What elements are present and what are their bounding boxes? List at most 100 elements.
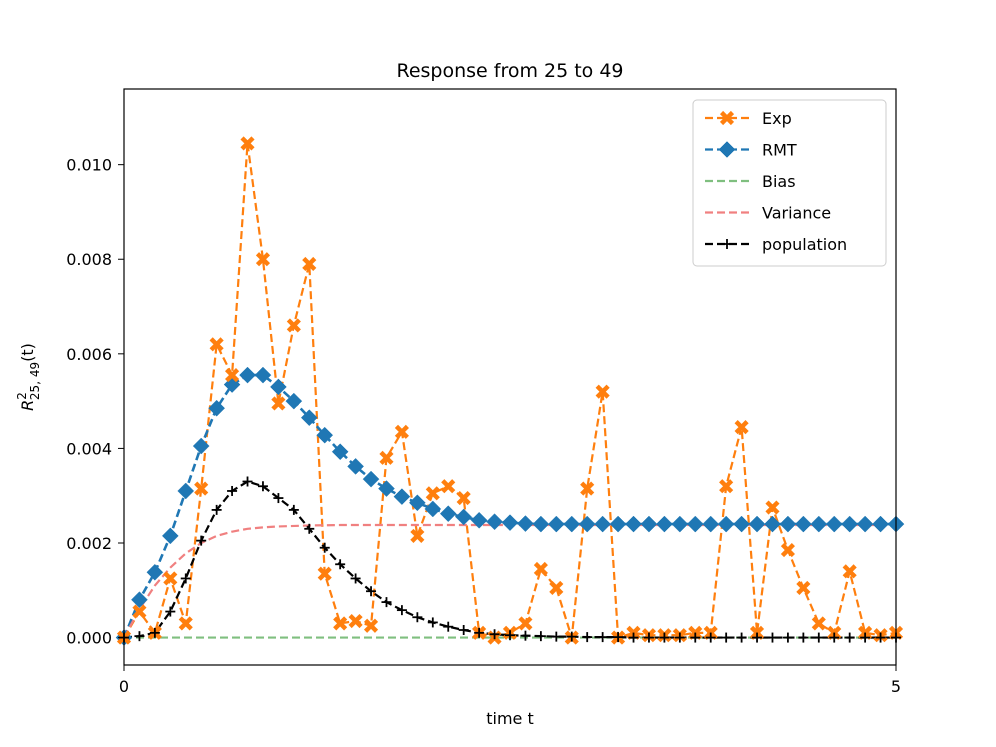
- legend-item-population: population: [705, 235, 847, 254]
- point-population: [597, 632, 608, 643]
- point-population: [288, 504, 299, 515]
- point-exp: [317, 566, 332, 581]
- point-rmt: [810, 515, 828, 533]
- point-rmt: [470, 511, 488, 529]
- point-exp: [580, 481, 595, 496]
- point-population: [350, 573, 361, 584]
- point-population: [829, 632, 840, 643]
- point-exp: [456, 490, 471, 506]
- point-population: [643, 632, 654, 643]
- point-rmt: [872, 515, 889, 533]
- point-rmt: [547, 515, 565, 533]
- point-exp: [595, 384, 610, 399]
- svg-text:R225, 49(t): R225, 49(t): [15, 343, 42, 411]
- point-exp: [549, 580, 564, 595]
- point-rmt: [779, 515, 797, 533]
- point-exp: [842, 564, 857, 579]
- point-rmt: [424, 500, 442, 518]
- point-population: [628, 632, 639, 643]
- point-exp: [194, 481, 209, 496]
- point-population: [782, 632, 793, 643]
- point-rmt: [578, 515, 596, 533]
- point-rmt: [702, 515, 720, 533]
- legend-box: [692, 99, 887, 267]
- point-exp: [132, 604, 147, 619]
- point-population: [690, 632, 701, 643]
- legend-label: Bias: [762, 172, 796, 191]
- point-exp: [533, 561, 548, 577]
- point-population: [196, 535, 207, 546]
- point-exp: [286, 318, 301, 333]
- point-exp: [225, 368, 240, 383]
- point-rmt: [609, 515, 627, 533]
- point-rmt: [563, 515, 581, 533]
- point-population: [582, 632, 593, 643]
- legend-item-rmt: RMT: [705, 141, 797, 160]
- point-population: [412, 612, 423, 623]
- y-axis-label: R225, 49(t): [15, 343, 42, 411]
- point-rmt: [625, 515, 642, 533]
- point-rmt: [131, 591, 148, 609]
- point-population: [366, 586, 377, 597]
- point-population: [227, 485, 238, 496]
- point-rmt: [455, 508, 473, 526]
- point-population: [520, 630, 531, 641]
- legend-marker-exp: [719, 110, 735, 126]
- point-rmt: [640, 515, 658, 533]
- point-rmt: [825, 515, 843, 533]
- point-rmt: [856, 515, 874, 533]
- point-rmt: [594, 515, 611, 533]
- point-population: [458, 625, 469, 636]
- legend-marker-population: [722, 239, 732, 249]
- point-population: [798, 632, 809, 643]
- point-population: [613, 632, 624, 643]
- point-rmt: [161, 527, 179, 545]
- point-rmt: [795, 515, 812, 533]
- point-rmt: [486, 513, 503, 531]
- y-tick-label: 0.004: [66, 439, 112, 458]
- series-line-exp: [124, 143, 896, 640]
- point-rmt: [300, 409, 318, 427]
- marker-layer: [115, 136, 905, 646]
- point-population: [489, 629, 500, 640]
- point-rmt: [748, 515, 766, 533]
- point-rmt: [146, 563, 164, 581]
- point-exp: [178, 616, 193, 631]
- point-population: [242, 476, 253, 487]
- point-population: [335, 559, 346, 570]
- y-tick-label: 0.006: [66, 345, 112, 364]
- point-population: [860, 632, 871, 643]
- point-population: [273, 493, 284, 504]
- point-population: [705, 632, 716, 643]
- legend-item-exp: Exp: [705, 109, 792, 128]
- point-population: [381, 597, 392, 608]
- point-rmt: [409, 494, 426, 512]
- point-rmt: [177, 482, 195, 500]
- point-population: [752, 632, 763, 643]
- y-axis-label-sup: 2: [15, 392, 29, 400]
- point-rmt: [841, 515, 859, 533]
- point-population: [474, 627, 485, 638]
- x-tick-label: 0: [119, 677, 129, 696]
- point-rmt: [686, 515, 704, 533]
- point-population: [566, 631, 577, 642]
- y-tick-label: 0.010: [66, 156, 112, 175]
- point-exp: [719, 479, 734, 494]
- point-rmt: [733, 515, 750, 533]
- point-exp: [765, 500, 780, 515]
- point-exp: [271, 396, 286, 411]
- point-exp: [518, 616, 533, 631]
- y-tick-label: 0.000: [66, 629, 112, 648]
- point-population: [396, 605, 407, 616]
- point-exp: [255, 252, 271, 267]
- point-rmt: [656, 515, 673, 533]
- point-population: [180, 573, 191, 584]
- point-exp: [333, 616, 348, 631]
- legend-label: Exp: [762, 109, 792, 128]
- point-population: [535, 631, 546, 642]
- point-rmt: [331, 443, 349, 461]
- series-line-population: [124, 480, 896, 639]
- point-rmt: [347, 458, 364, 475]
- point-rmt: [439, 505, 457, 523]
- point-exp: [734, 420, 749, 435]
